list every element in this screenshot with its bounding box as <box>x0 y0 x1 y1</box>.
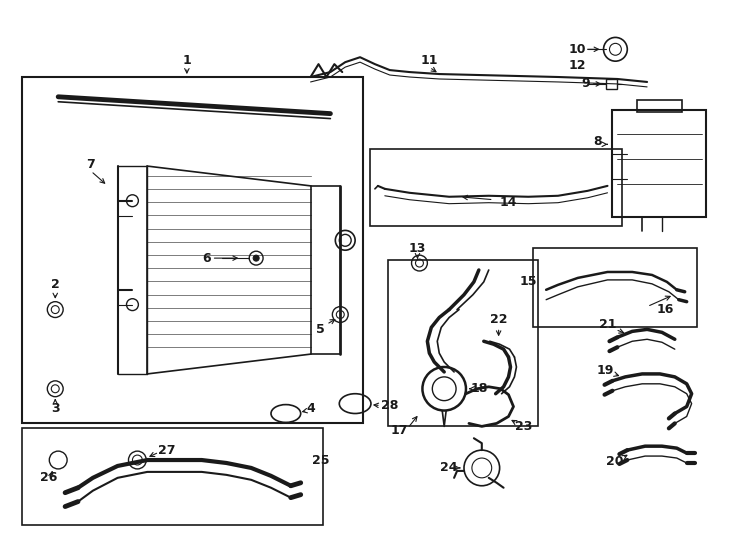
Text: 12: 12 <box>569 59 586 72</box>
Text: 5: 5 <box>316 323 325 336</box>
Text: 6: 6 <box>203 252 211 265</box>
Text: 17: 17 <box>391 424 408 437</box>
Text: 22: 22 <box>490 313 507 326</box>
Text: 26: 26 <box>40 471 57 484</box>
Text: 28: 28 <box>381 399 399 412</box>
Text: 4: 4 <box>306 402 315 415</box>
Text: 2: 2 <box>51 278 59 292</box>
Bar <box>534 248 697 327</box>
Text: 9: 9 <box>581 77 590 90</box>
Text: 27: 27 <box>159 444 176 457</box>
Bar <box>370 149 622 226</box>
Text: 3: 3 <box>51 402 59 415</box>
Text: 24: 24 <box>440 462 458 475</box>
Text: 1: 1 <box>183 53 192 66</box>
Text: 25: 25 <box>312 454 330 467</box>
Bar <box>612 110 706 217</box>
Bar <box>388 260 538 427</box>
Text: 19: 19 <box>597 364 614 377</box>
Text: 13: 13 <box>409 242 426 255</box>
Text: 14: 14 <box>500 196 517 209</box>
Text: 11: 11 <box>421 53 438 66</box>
Text: 21: 21 <box>599 318 617 331</box>
Text: 16: 16 <box>656 303 674 316</box>
Bar <box>21 428 324 525</box>
Bar <box>637 100 682 112</box>
Circle shape <box>253 255 259 261</box>
Text: 8: 8 <box>593 135 602 148</box>
Text: 20: 20 <box>606 455 623 468</box>
Text: 10: 10 <box>569 43 586 56</box>
Text: 7: 7 <box>87 158 95 171</box>
Text: 23: 23 <box>515 420 532 433</box>
Text: 15: 15 <box>520 275 537 288</box>
Bar <box>21 77 363 423</box>
Bar <box>606 79 617 89</box>
Text: 18: 18 <box>470 382 487 395</box>
